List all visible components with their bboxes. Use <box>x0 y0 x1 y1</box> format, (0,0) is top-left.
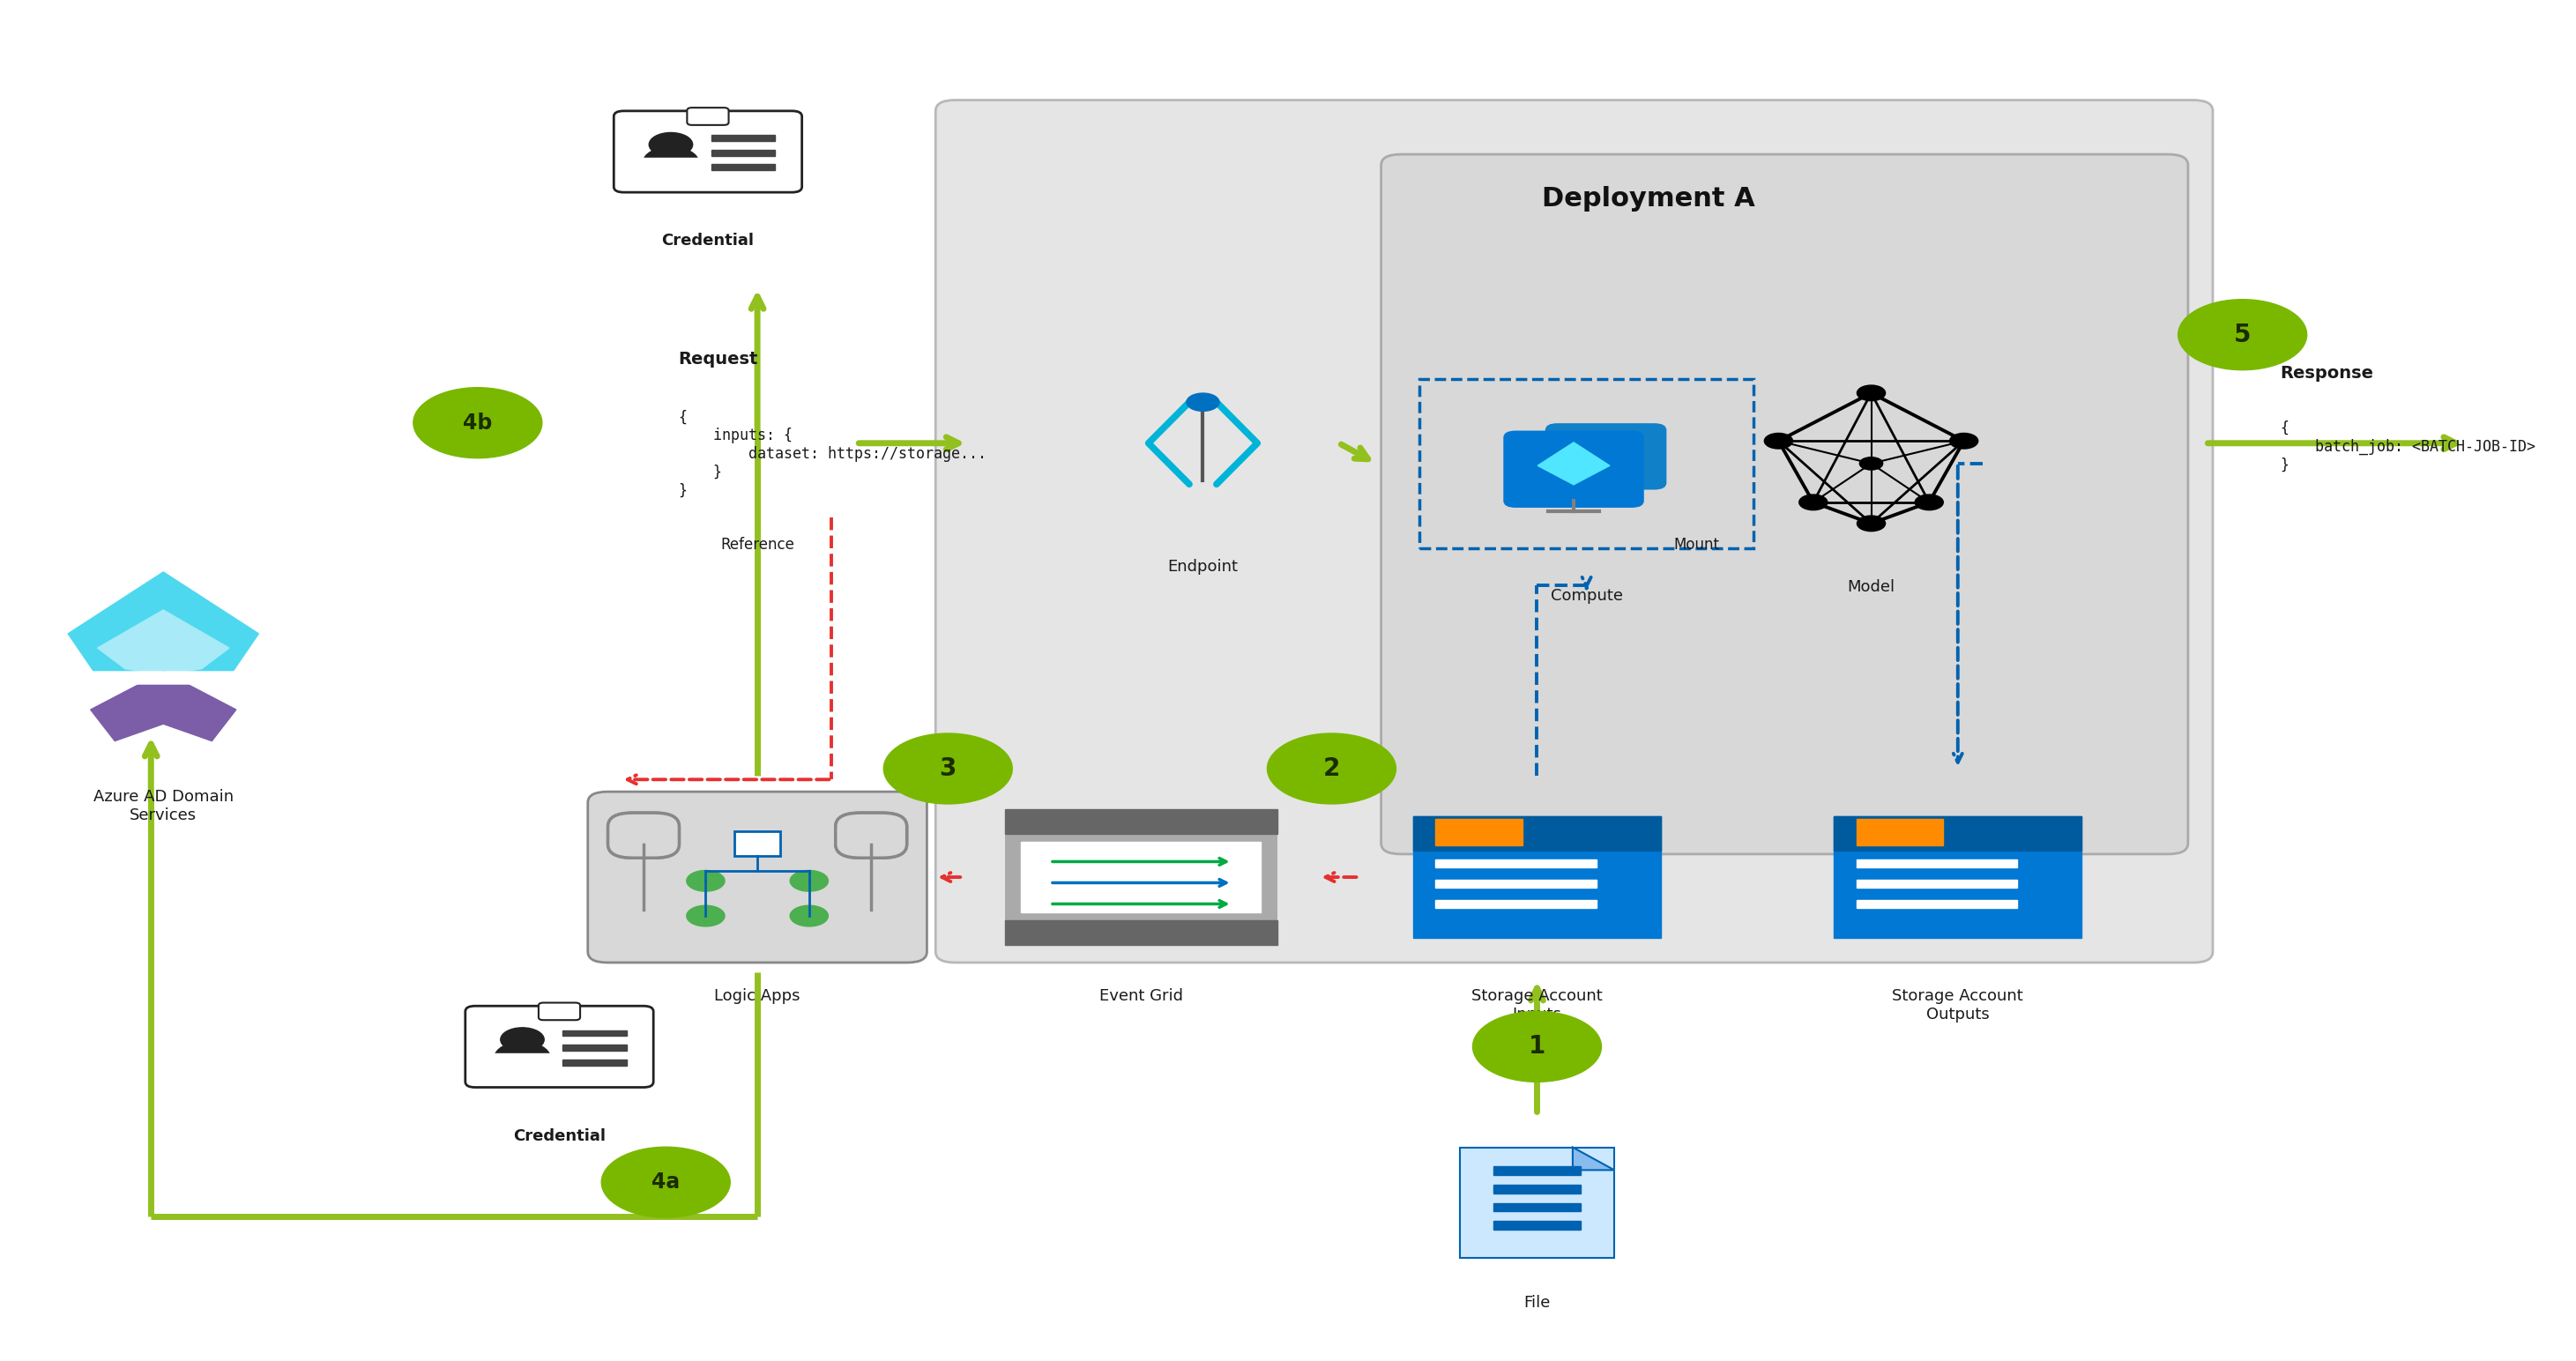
Text: 4a: 4a <box>652 1172 680 1192</box>
FancyBboxPatch shape <box>587 792 927 962</box>
Circle shape <box>1857 385 1886 400</box>
Text: Mount: Mount <box>1674 538 1718 553</box>
Text: Reference: Reference <box>721 538 793 553</box>
Polygon shape <box>90 672 237 685</box>
Text: Endpoint: Endpoint <box>1167 558 1239 574</box>
Polygon shape <box>98 610 229 675</box>
Circle shape <box>412 388 541 459</box>
Bar <box>1020 842 1260 912</box>
Bar <box>1857 879 2017 887</box>
Circle shape <box>1267 734 1396 804</box>
Bar <box>1414 817 1662 938</box>
Text: 5: 5 <box>2233 323 2251 347</box>
Circle shape <box>791 905 827 927</box>
Circle shape <box>1950 433 1978 449</box>
Circle shape <box>644 147 698 177</box>
Bar <box>1857 859 2017 867</box>
FancyBboxPatch shape <box>1461 1147 1615 1258</box>
Text: Deployment A: Deployment A <box>1543 186 1754 212</box>
FancyBboxPatch shape <box>613 112 801 192</box>
Text: Logic Apps: Logic Apps <box>714 988 801 1004</box>
Circle shape <box>884 734 1012 804</box>
Bar <box>711 165 775 170</box>
Text: Azure AD Domain
Services: Azure AD Domain Services <box>93 789 234 823</box>
Bar <box>562 1059 626 1066</box>
Text: {
    inputs: {
        dataset: https://storage...
    }
}: { inputs: { dataset: https://storage... … <box>677 410 987 498</box>
FancyBboxPatch shape <box>734 832 781 856</box>
Bar <box>1857 818 1942 845</box>
Text: 2: 2 <box>1324 757 1340 781</box>
FancyBboxPatch shape <box>835 813 907 857</box>
Text: Request: Request <box>677 351 757 367</box>
Text: Credential: Credential <box>662 233 755 249</box>
Bar <box>1857 900 2017 908</box>
Circle shape <box>600 1147 729 1218</box>
Circle shape <box>688 905 724 927</box>
Bar <box>1494 1184 1579 1194</box>
Circle shape <box>1188 393 1218 411</box>
Circle shape <box>649 132 693 157</box>
Text: Event Grid: Event Grid <box>1100 988 1182 1004</box>
Bar <box>1435 859 1597 867</box>
Text: Storage Account
Inputs: Storage Account Inputs <box>1471 988 1602 1022</box>
FancyBboxPatch shape <box>1005 810 1278 945</box>
FancyBboxPatch shape <box>935 101 2213 962</box>
Circle shape <box>2179 299 2308 370</box>
Circle shape <box>1857 516 1886 531</box>
Text: Model: Model <box>1847 578 1896 595</box>
Bar <box>562 1045 626 1051</box>
Bar <box>711 150 775 155</box>
Circle shape <box>495 1043 551 1072</box>
FancyBboxPatch shape <box>1504 430 1643 508</box>
Bar <box>711 135 775 142</box>
Text: 1: 1 <box>1528 1034 1546 1059</box>
Text: Storage Account
Outputs: Storage Account Outputs <box>1893 988 2022 1022</box>
Bar <box>1494 1203 1579 1211</box>
Circle shape <box>688 871 724 891</box>
Text: Response: Response <box>2280 365 2372 381</box>
Bar <box>482 1053 567 1078</box>
FancyBboxPatch shape <box>608 813 680 857</box>
Text: File: File <box>1522 1294 1551 1311</box>
Bar <box>1834 817 2081 851</box>
FancyBboxPatch shape <box>688 108 729 125</box>
Bar <box>1435 879 1597 887</box>
Bar <box>1494 1221 1579 1229</box>
Text: 3: 3 <box>940 757 956 781</box>
Bar <box>1494 1166 1579 1175</box>
Text: {
    batch_job: <BATCH-JOB-ID>
}: { batch_job: <BATCH-JOB-ID> } <box>2280 421 2535 472</box>
Circle shape <box>1473 1011 1602 1082</box>
Bar <box>1834 817 2081 938</box>
Polygon shape <box>67 572 258 680</box>
Circle shape <box>791 871 827 891</box>
Bar <box>1435 818 1522 845</box>
Text: 4b: 4b <box>464 412 492 433</box>
FancyBboxPatch shape <box>835 813 907 857</box>
Text: Credential: Credential <box>513 1128 605 1143</box>
Text: Compute: Compute <box>1551 588 1623 604</box>
FancyBboxPatch shape <box>1381 154 2187 855</box>
FancyBboxPatch shape <box>466 1006 654 1087</box>
Bar <box>562 1030 626 1036</box>
Bar <box>631 158 716 182</box>
Bar <box>1005 920 1278 945</box>
FancyBboxPatch shape <box>1546 423 1667 490</box>
Circle shape <box>1798 494 1826 510</box>
FancyBboxPatch shape <box>608 813 680 857</box>
Circle shape <box>500 1028 544 1052</box>
Polygon shape <box>1574 1147 1615 1170</box>
Circle shape <box>1860 457 1883 470</box>
Bar <box>1005 810 1278 834</box>
Circle shape <box>1914 494 1942 510</box>
FancyBboxPatch shape <box>538 1003 580 1019</box>
Polygon shape <box>90 672 237 740</box>
Bar <box>1414 817 1662 851</box>
Bar <box>1435 900 1597 908</box>
Circle shape <box>1765 433 1793 449</box>
Polygon shape <box>1538 442 1610 485</box>
